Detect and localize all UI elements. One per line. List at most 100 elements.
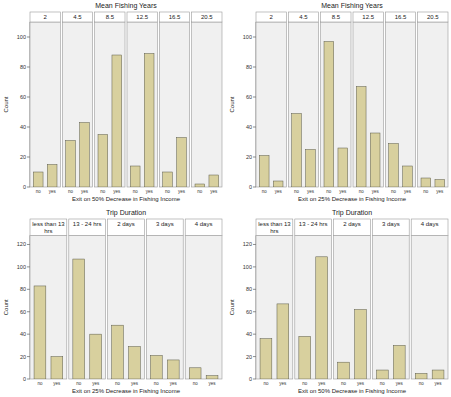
panel-header: [288, 12, 318, 22]
panel-label: 13 - 24 hrs: [299, 221, 328, 227]
bar: [299, 336, 311, 379]
bar: [80, 123, 90, 188]
bars: [189, 368, 218, 379]
panel: [385, 22, 415, 187]
bars: [421, 178, 445, 187]
y-tick-label: 60: [20, 309, 26, 315]
bars: [66, 123, 90, 188]
bar: [435, 180, 445, 188]
panel-header: [385, 12, 415, 22]
panel-label: 16.5: [395, 14, 407, 20]
panel-header: [30, 12, 60, 22]
panel-label-line: 13 - 24 hrs: [299, 221, 328, 227]
bars: [324, 42, 348, 188]
x-tick-label: yes: [307, 189, 315, 194]
x-tick-label: no: [341, 381, 347, 386]
y-tick: [27, 334, 30, 335]
x-tick-label: yes: [170, 381, 178, 386]
x-tick-label: no: [423, 189, 429, 194]
x-tick-label: no: [302, 381, 308, 386]
bar: [259, 156, 269, 188]
panel-label-line: 2 days: [117, 221, 135, 227]
chart-title: Mean Fishing Years: [321, 2, 383, 10]
panel-label-line: less than 13: [32, 221, 65, 227]
x-tick-label: yes: [49, 189, 57, 194]
x-tick-label: yes: [178, 189, 186, 194]
bars: [73, 259, 102, 379]
panel: [418, 22, 448, 187]
chart-title: Trip Duration: [106, 209, 146, 217]
panel-header: [321, 12, 351, 22]
y-tick-label: 60: [20, 94, 26, 100]
panel: [353, 22, 383, 187]
bar: [324, 42, 334, 188]
y-tick-label: 40: [246, 124, 252, 130]
panel-label-line: hrs: [270, 228, 278, 234]
bar: [195, 184, 205, 187]
x-tick-label: no: [115, 381, 121, 386]
bar: [277, 304, 289, 379]
panel-label-line: 13 - 24 hrs: [73, 221, 102, 227]
panel-header: [295, 219, 332, 236]
panel-header: [418, 12, 448, 22]
x-tick-label: no: [100, 189, 106, 194]
panel-label-line: 4 days: [421, 221, 439, 227]
x-tick-label: yes: [146, 189, 154, 194]
y-tick: [27, 266, 30, 267]
y-tick: [27, 157, 30, 158]
bar: [356, 87, 366, 188]
y-axis-label: Count: [229, 299, 235, 315]
y-tick-label: 80: [246, 64, 252, 70]
panel-header: [127, 12, 157, 22]
panel-label: less than 13hrs: [258, 221, 291, 234]
panel-label-line: 4 days: [195, 221, 213, 227]
chart-title: Trip Duration: [332, 209, 372, 217]
bar: [163, 172, 173, 187]
y-tick: [27, 37, 30, 38]
y-tick-label: 100: [17, 34, 26, 40]
bars: [112, 325, 141, 379]
y-tick: [27, 97, 30, 98]
panel: [95, 22, 125, 187]
x-tick-label: no: [380, 381, 386, 386]
x-tick-label: no: [68, 189, 74, 194]
bar: [167, 360, 179, 379]
bar: [403, 166, 413, 187]
y-tick: [253, 244, 256, 245]
bar: [90, 334, 102, 379]
bars: [34, 286, 63, 379]
bar: [33, 172, 43, 187]
x-tick-label: yes: [339, 189, 347, 194]
bar: [209, 175, 219, 187]
bars: [376, 345, 405, 379]
y-tick-label: 60: [246, 94, 252, 100]
panel-label-line: 20.5: [201, 14, 213, 20]
x-tick-label: yes: [210, 189, 218, 194]
x-tick-label: yes: [435, 381, 443, 386]
panel: [62, 22, 92, 187]
x-tick-label: yes: [92, 381, 100, 386]
x-axis-label: Exit on 25% Decrease in Fishing Income: [72, 388, 181, 394]
panel-header: [108, 219, 145, 236]
y-tick-label: 100: [243, 34, 252, 40]
panel-label: 12.5: [362, 14, 374, 20]
bar: [206, 376, 218, 379]
panel: [69, 236, 106, 380]
panel-label-line: 4.5: [299, 14, 308, 20]
y-tick: [253, 289, 256, 290]
bars: [98, 55, 122, 187]
panel: [372, 236, 409, 380]
bars: [292, 114, 316, 188]
panel-label-line: 4.5: [73, 14, 82, 20]
panel: [411, 236, 448, 380]
panel-label-line: less than 13: [258, 221, 291, 227]
panel-header: [95, 12, 125, 22]
y-tick: [27, 311, 30, 312]
x-tick-label: yes: [396, 381, 404, 386]
panel-label: 16.5: [169, 14, 181, 20]
x-tick-label: no: [76, 381, 82, 386]
x-tick-label: yes: [113, 189, 121, 194]
panel-label-line: 2: [269, 14, 273, 20]
panel-label-line: 8.5: [106, 14, 115, 20]
y-tick-label: 0: [249, 184, 252, 190]
